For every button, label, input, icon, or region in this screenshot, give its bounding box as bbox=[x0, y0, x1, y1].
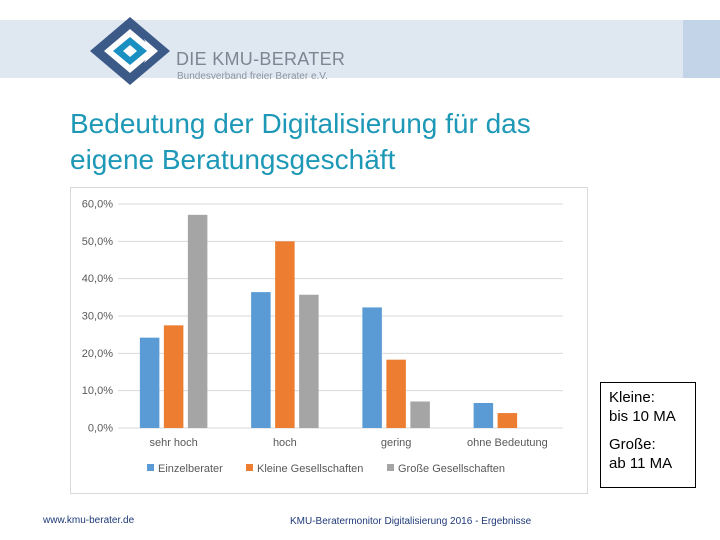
y-tick-label: 10,0% bbox=[82, 385, 113, 397]
bar-chart: 0,0% 10,0% 20,0% 30,0% 40,0% 50,0% 60,0% sehr h… bbox=[82, 199, 563, 475]
footer-url[interactable]: www.kmu-berater.de bbox=[43, 515, 135, 526]
logo-title: DIE KMU-BERATER bbox=[176, 49, 346, 69]
bar bbox=[139, 337, 160, 428]
x-category-label: gering bbox=[381, 437, 412, 449]
slide-title: Bedeutung der Digitalisierung für das ei… bbox=[70, 106, 670, 178]
bar bbox=[275, 241, 295, 428]
legend-label: Große Gesellschaften bbox=[398, 463, 505, 475]
y-tick-label: 0,0% bbox=[88, 423, 113, 435]
bar bbox=[163, 325, 184, 428]
bar bbox=[410, 401, 430, 428]
bar bbox=[299, 294, 319, 428]
y-tick-label: 60,0% bbox=[82, 199, 113, 211]
x-category-label: ohne Bedeutung bbox=[467, 437, 548, 449]
size-definition-note: Kleine: bis 10 MA Große: ab 11 MA bbox=[600, 382, 696, 488]
footer-caption: KMU-Beratermonitor Digitalisierung 2016 … bbox=[290, 516, 532, 527]
y-tick-label: 30,0% bbox=[82, 311, 113, 323]
x-category-label: hoch bbox=[273, 437, 297, 449]
note-small-label: Kleine: bbox=[609, 389, 655, 406]
note-large-label: Große: bbox=[609, 436, 656, 453]
y-tick-label: 50,0% bbox=[82, 236, 113, 248]
chart-frame: 0,0% 10,0% 20,0% 30,0% 40,0% 50,0% 60,0% sehr h… bbox=[70, 187, 588, 494]
legend-label: Kleine Gesellschaften bbox=[257, 463, 363, 475]
note-small-range: bis 10 MA bbox=[609, 408, 676, 425]
legend-swatch bbox=[387, 464, 394, 471]
header-accent bbox=[683, 20, 720, 78]
slide-title-line-2: eigene Beratungsgeschäft bbox=[70, 144, 396, 175]
bar bbox=[497, 413, 518, 428]
legend-swatch bbox=[246, 464, 253, 471]
logo-subtitle: Bundesverband freier Berater e.V. bbox=[177, 71, 328, 82]
x-category-label: sehr hoch bbox=[149, 437, 197, 449]
bar bbox=[473, 402, 494, 428]
legend-swatch bbox=[147, 464, 154, 471]
bar bbox=[386, 359, 406, 428]
legend-label: Einzelberater bbox=[158, 463, 223, 475]
y-tick-label: 20,0% bbox=[82, 348, 113, 360]
y-tick-label: 40,0% bbox=[82, 273, 113, 285]
slide-title-line-1: Bedeutung der Digitalisierung für das bbox=[70, 108, 531, 139]
bar bbox=[362, 307, 382, 428]
bar bbox=[187, 214, 208, 428]
note-large-range: ab 11 MA bbox=[609, 455, 673, 472]
bar bbox=[251, 292, 271, 428]
kmu-logo-icon bbox=[90, 17, 170, 85]
